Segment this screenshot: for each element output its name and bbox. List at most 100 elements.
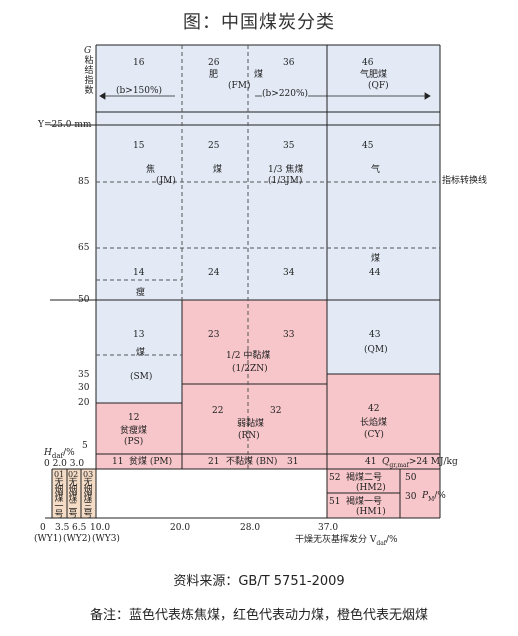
note-text: 备注：蓝色代表炼焦煤，红色代表动力煤，橙色代表无烟煤: [89, 608, 428, 623]
x-wy2: (WY2): [63, 534, 91, 544]
label-jm-code: (JM): [156, 176, 176, 186]
label-pinmei: 贫煤 (PM): [129, 457, 173, 467]
x-tick-37: 37.0: [318, 523, 339, 533]
y-axis-name: 粘结指数: [84, 56, 94, 96]
source-text: 资料来源：GB/T 5751-2009: [173, 574, 345, 589]
label-fm-code: (FM): [228, 81, 251, 91]
x-wy3: (WY3): [92, 534, 120, 544]
blue-region-coking-top: [96, 45, 440, 300]
label-sm-code: (SM): [130, 372, 153, 382]
hdaf-ticks: 0 2.0 3.0: [44, 459, 85, 469]
cell-16: 16: [133, 58, 145, 68]
label-qm-code: (QM): [364, 345, 388, 355]
qgr-sub: gr,maf: [389, 461, 409, 469]
cell-34: 34: [283, 268, 295, 278]
label-changyanmei: 长焰煤: [360, 418, 388, 428]
x-tick-0: 0: [40, 523, 46, 533]
cell-43: 43: [369, 330, 381, 340]
switch-line-label: 指标转换线: [442, 176, 488, 186]
label-b150: (b>150%): [116, 86, 163, 96]
x-axis-label-sub: daf: [376, 539, 387, 547]
label-mei-44: 煤: [371, 254, 381, 264]
pink-region-changyan: [327, 374, 440, 454]
x-tick-20: 20.0: [170, 523, 191, 533]
cell-41: 41: [365, 457, 377, 467]
cell-51: 51: [329, 497, 341, 507]
label-mei-fm: 煤: [254, 70, 264, 80]
y-tick-65: 65: [78, 243, 90, 253]
cell-13: 13: [133, 330, 145, 340]
pm-label: PM/%: [422, 491, 446, 505]
cell-44: 44: [369, 268, 381, 278]
x-tick-6-5: 6.5: [72, 523, 87, 533]
qgr-text: >24 MJ/kg: [408, 457, 458, 467]
pm-letter: P: [422, 491, 429, 501]
cell-12: 12: [128, 413, 140, 423]
pink-region-zhongnian: [182, 300, 327, 384]
x-tick-10: 10.0: [90, 523, 111, 533]
label-ruonianmei: 弱黏煤: [237, 419, 265, 429]
x-tick-3-5: 3.5: [55, 523, 70, 533]
blue-region-gas-coal: [327, 300, 440, 374]
cell-22: 22: [212, 406, 224, 416]
cell-14: 14: [133, 268, 145, 278]
orange-region-anthracite: [52, 469, 96, 518]
label-half-zhongnian-code: (1/2ZN): [232, 364, 268, 374]
y-tick-50: 50: [78, 295, 90, 305]
label-fei: 肥: [209, 70, 219, 80]
anthracite-02-text: 无烟煤二号: [68, 478, 78, 520]
label-shou: 瘦: [136, 288, 146, 298]
cell-11: 11: [112, 457, 124, 467]
label-mei-jiao: 煤: [213, 165, 223, 175]
label-half-zhongnian: 1/2 中黏煤: [226, 351, 271, 361]
cell-31: 31: [287, 457, 299, 467]
hdaf-label: Hdaf/%: [44, 448, 75, 461]
pm-sub: M: [428, 495, 435, 503]
cell-15: 15: [133, 141, 145, 151]
label-cy-code: (CY): [364, 430, 384, 440]
qgr-letter: Q: [382, 457, 390, 467]
label-mei-13: 煤: [136, 348, 146, 358]
label-one-third-code: (1/3JM): [268, 176, 303, 186]
y-axis-letter: G: [84, 46, 92, 56]
cell-50: 50: [405, 473, 417, 483]
hdaf-unit: /%: [63, 448, 75, 458]
label-rn-code: (RN): [238, 431, 260, 441]
cell-33: 33: [283, 330, 295, 340]
cell-26: 26: [208, 58, 220, 68]
x-axis-label-unit: /%: [386, 535, 398, 545]
pm-unit: /%: [434, 491, 446, 501]
y-tick-30: 30: [78, 383, 90, 393]
anthracite-02: 02: [68, 470, 79, 479]
y-tick-85: 85: [78, 177, 90, 187]
label-qifeimei: 气肥煤: [360, 70, 388, 80]
cell-42: 42: [368, 404, 380, 414]
cell-36: 36: [283, 58, 295, 68]
cell-30: 30: [405, 492, 417, 502]
y-tick-5: 5: [82, 441, 88, 451]
cell-32: 32: [270, 406, 282, 416]
anthracite-03-text: 无烟煤三号: [83, 478, 93, 520]
label-one-third-jiao: 1/3 焦煤: [268, 165, 304, 175]
cell-46: 46: [362, 58, 374, 68]
label-qf-code: (QF): [368, 81, 389, 91]
qgr-label: Qgr,maf>24 MJ/kg: [382, 457, 458, 471]
cell-21: 21: [208, 457, 220, 467]
cell-24: 24: [208, 268, 220, 278]
anthracite-01-text: 无烟煤一号: [54, 478, 64, 520]
label-ps-code: (PS): [124, 437, 144, 447]
cell-23: 23: [208, 330, 220, 340]
label-pinshoumei: 贫瘦煤: [120, 426, 148, 436]
x-wy1: (WY1): [34, 534, 62, 544]
x-axis-label-text: 干燥无灰基挥发分 V: [295, 535, 377, 545]
cell-25: 25: [208, 141, 220, 151]
page-title: 图：中国煤炭分类: [183, 12, 335, 33]
cell-52: 52: [329, 473, 341, 483]
y-special-label: Y=25.0 mm: [38, 120, 92, 130]
anthracite-01: 01: [54, 470, 65, 479]
label-hm2: 褐煤二号: [346, 473, 383, 483]
cell-35: 35: [283, 141, 295, 151]
x-tick-28: 28.0: [240, 523, 261, 533]
label-hm1-code: (HM1): [356, 507, 386, 517]
